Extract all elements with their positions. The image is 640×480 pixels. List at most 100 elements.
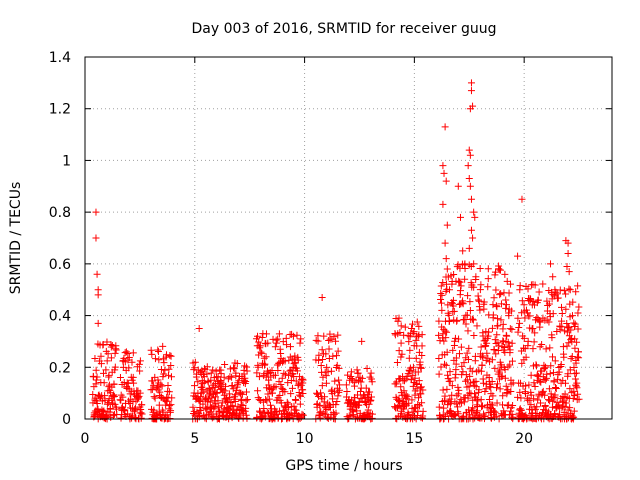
data-point <box>271 343 279 351</box>
data-point <box>529 345 537 353</box>
data-point <box>440 325 448 333</box>
data-point <box>467 195 475 203</box>
data-point <box>544 301 552 309</box>
data-point <box>214 397 222 405</box>
data-point <box>212 367 220 375</box>
data-point <box>479 402 487 410</box>
data-point <box>296 339 304 347</box>
data-point <box>154 346 162 354</box>
data-point <box>574 325 582 333</box>
data-point <box>331 377 339 385</box>
data-point <box>570 387 578 395</box>
data-point <box>254 363 262 371</box>
data-point <box>289 370 297 378</box>
data-point <box>260 404 268 412</box>
data-point <box>535 392 543 400</box>
data-point <box>539 387 547 395</box>
data-point <box>329 352 337 360</box>
data-point <box>477 396 485 404</box>
data-point <box>93 270 101 278</box>
data-point <box>514 314 522 322</box>
data-point <box>475 386 483 394</box>
data-point <box>418 399 426 407</box>
data-point <box>125 353 133 361</box>
data-point <box>418 331 426 339</box>
data-point <box>256 408 264 416</box>
data-point <box>203 370 211 378</box>
data-point <box>138 401 146 409</box>
data-point <box>442 255 450 263</box>
data-point <box>414 400 422 408</box>
data-point <box>289 332 297 340</box>
data-point <box>454 182 462 190</box>
data-point <box>446 395 454 403</box>
data-point <box>408 396 416 404</box>
data-point <box>468 315 476 323</box>
data-point <box>215 414 223 422</box>
data-point <box>563 319 571 327</box>
data-point <box>94 319 102 327</box>
data-point <box>286 343 294 351</box>
data-point <box>264 390 272 398</box>
data-point <box>116 374 124 382</box>
data-point <box>366 373 374 381</box>
data-point <box>151 355 159 363</box>
data-point <box>318 293 326 301</box>
data-point <box>485 395 493 403</box>
data-point <box>406 346 414 354</box>
data-point <box>496 385 504 393</box>
data-point <box>277 380 285 388</box>
data-point <box>437 296 445 304</box>
data-point <box>208 414 216 422</box>
data-point <box>561 379 569 387</box>
data-point <box>99 340 107 348</box>
data-point <box>415 377 423 385</box>
data-point <box>541 391 549 399</box>
data-point <box>467 226 475 234</box>
data-point <box>466 151 474 159</box>
data-point <box>566 404 574 412</box>
data-point <box>243 367 251 375</box>
data-point <box>325 345 333 353</box>
chart-title: Day 003 of 2016, SRMTID for receiver guu… <box>192 21 497 37</box>
data-point <box>546 370 554 378</box>
data-point <box>155 401 163 409</box>
y-tick-label: 1.2 <box>49 102 71 118</box>
grid <box>85 57 612 419</box>
data-point <box>478 361 486 369</box>
data-point <box>466 372 474 380</box>
data-point <box>441 327 449 335</box>
data-point <box>253 369 261 377</box>
data-point <box>443 221 451 229</box>
data-point <box>161 366 169 374</box>
data-point <box>567 326 575 334</box>
data-point <box>217 385 225 393</box>
data-point <box>209 366 217 374</box>
data-point <box>508 410 516 418</box>
data-point <box>472 273 480 281</box>
data-point <box>228 381 236 389</box>
data-point <box>405 338 413 346</box>
data-point <box>557 361 565 369</box>
data-point <box>191 382 199 390</box>
data-point <box>194 378 202 386</box>
data-point <box>517 394 525 402</box>
data-point <box>448 299 456 307</box>
data-point <box>317 389 325 397</box>
data-point <box>409 363 417 371</box>
data-point <box>154 348 162 356</box>
data-point <box>530 379 538 387</box>
data-point <box>242 388 250 396</box>
data-point <box>539 280 547 288</box>
data-point <box>459 300 467 308</box>
data-point <box>522 353 530 361</box>
data-point <box>542 345 550 353</box>
data-point <box>478 403 486 411</box>
data-point <box>546 313 554 321</box>
data-point <box>110 392 118 400</box>
data-point <box>299 389 307 397</box>
data-point <box>465 382 473 390</box>
data-point <box>268 366 276 374</box>
data-point <box>552 383 560 391</box>
